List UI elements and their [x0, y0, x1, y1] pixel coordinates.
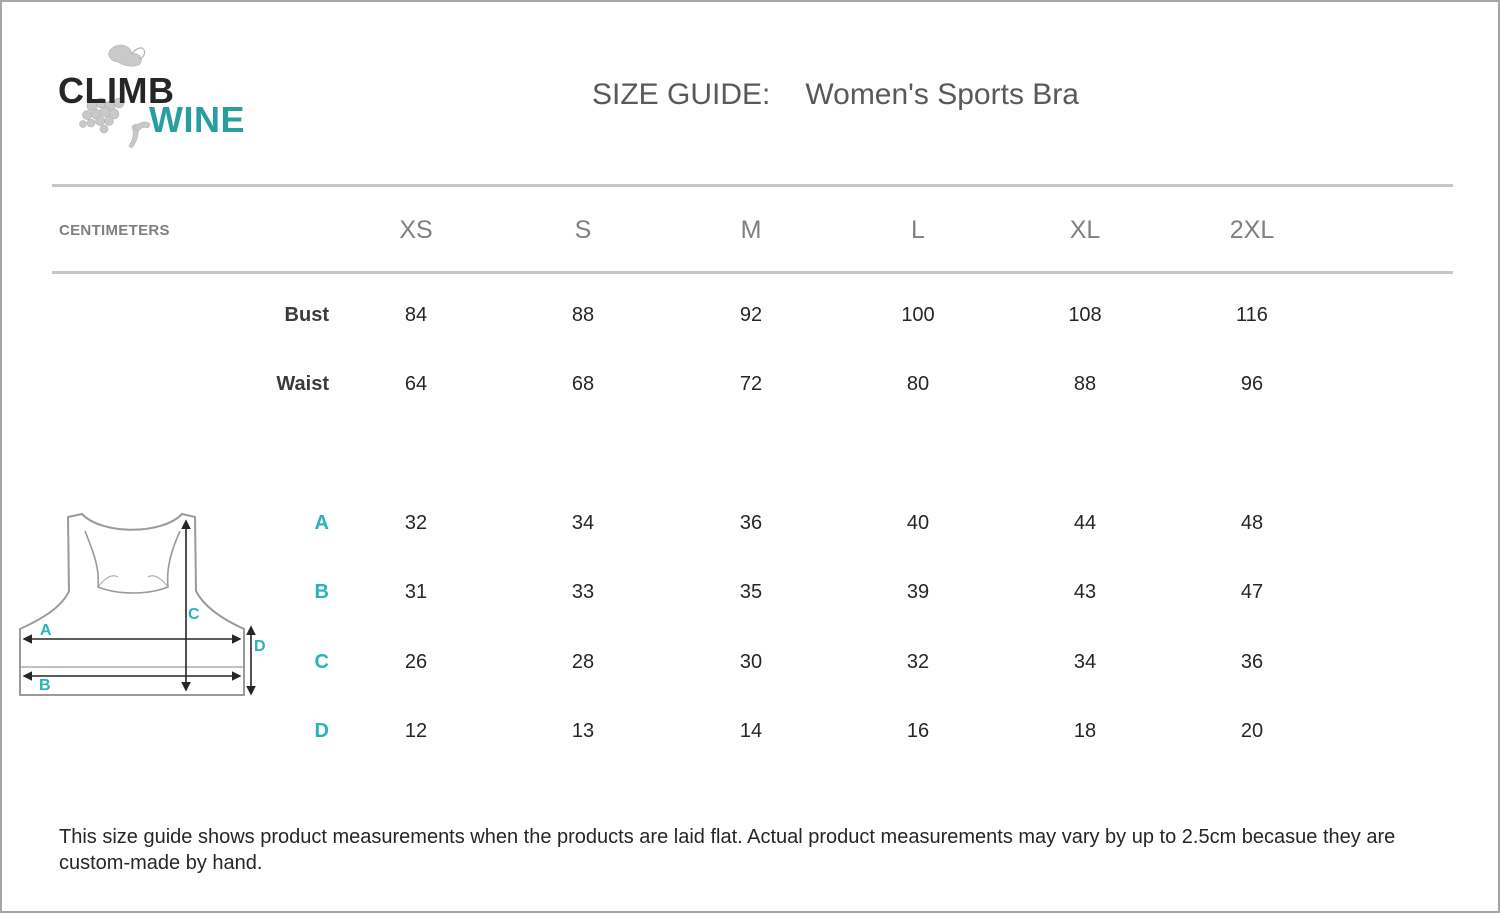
header-top-divider	[52, 184, 1453, 187]
table-cell: 100	[901, 304, 935, 326]
table-cell: 43	[1073, 581, 1097, 603]
logo-text-climb: CLIMB	[58, 70, 175, 111]
table-cell: 32	[404, 512, 428, 534]
row-label-d: D	[314, 720, 329, 742]
table-cell: 14	[739, 720, 763, 742]
size-header-xs: XS	[399, 216, 433, 244]
table-cell: 80	[906, 373, 930, 395]
row-label-waist: Waist	[276, 373, 329, 395]
table-cell: 28	[571, 651, 595, 673]
table-cell: 40	[906, 512, 930, 534]
size-header-s: S	[574, 216, 592, 244]
table-cell: 26	[404, 651, 428, 673]
header-bottom-divider	[52, 271, 1453, 274]
table-cell: 47	[1240, 581, 1264, 603]
table-cell: 32	[906, 651, 930, 673]
size-header-xl: XL	[1069, 216, 1101, 244]
table-cell: 30	[739, 651, 763, 673]
table-cell: 92	[739, 304, 763, 326]
page-title: SIZE GUIDE: Women's Sports Bra	[592, 78, 1079, 112]
size-header-2xl: 2XL	[1229, 216, 1275, 244]
title-product: Women's Sports Bra	[805, 78, 1079, 111]
grape-vine-icon	[79, 44, 151, 149]
table-cell: 64	[404, 373, 428, 395]
table-cell: 116	[1236, 304, 1268, 326]
size-header-l: L	[911, 216, 925, 244]
row-label-bust: Bust	[284, 304, 329, 326]
table-cell: 108	[1068, 304, 1102, 326]
table-cell: 35	[739, 581, 763, 603]
table-cell: 31	[404, 581, 428, 603]
table-cell: 44	[1073, 512, 1097, 534]
table-cell: 36	[739, 512, 763, 534]
row-label-c: C	[314, 651, 329, 673]
brand-logo: CLIMB WINE	[52, 40, 262, 152]
table-cell: 33	[571, 581, 595, 603]
diagram-label-d: D	[254, 638, 266, 655]
table-cell: 34	[571, 512, 595, 534]
diagram-label-b: B	[39, 677, 51, 694]
size-header-m: M	[740, 216, 762, 244]
table-cell: 96	[1240, 373, 1264, 395]
row-label-a: A	[314, 512, 329, 534]
logo-text-wine: WINE	[149, 99, 245, 140]
table-cell: 88	[571, 304, 595, 326]
table-cell: 39	[906, 581, 930, 603]
table-cell: 34	[1073, 651, 1097, 673]
table-cell: 48	[1240, 512, 1264, 534]
table-cell: 72	[739, 373, 763, 395]
diagram-label-a: A	[40, 622, 52, 639]
table-cell: 36	[1240, 651, 1264, 673]
table-cell: 16	[906, 720, 930, 742]
table-cell: 84	[404, 304, 428, 326]
table-cell: 20	[1240, 720, 1264, 742]
table-cell: 68	[571, 373, 595, 395]
row-label-b: B	[314, 581, 329, 603]
table-cell: 13	[571, 720, 595, 742]
title-prefix: SIZE GUIDE:	[592, 78, 771, 111]
footnote: This size guide shows product measuremen…	[59, 826, 1396, 874]
sports-bra-measurement-icon: A B C D	[19, 512, 266, 696]
table-cell: 12	[404, 720, 428, 742]
diagram-label-c: C	[188, 606, 200, 623]
units-label: CENTIMETERS	[59, 222, 170, 239]
table-cell: 18	[1073, 720, 1097, 742]
table-cell: 88	[1073, 373, 1097, 395]
sports-bra-diagram: A B C D	[12, 507, 272, 712]
